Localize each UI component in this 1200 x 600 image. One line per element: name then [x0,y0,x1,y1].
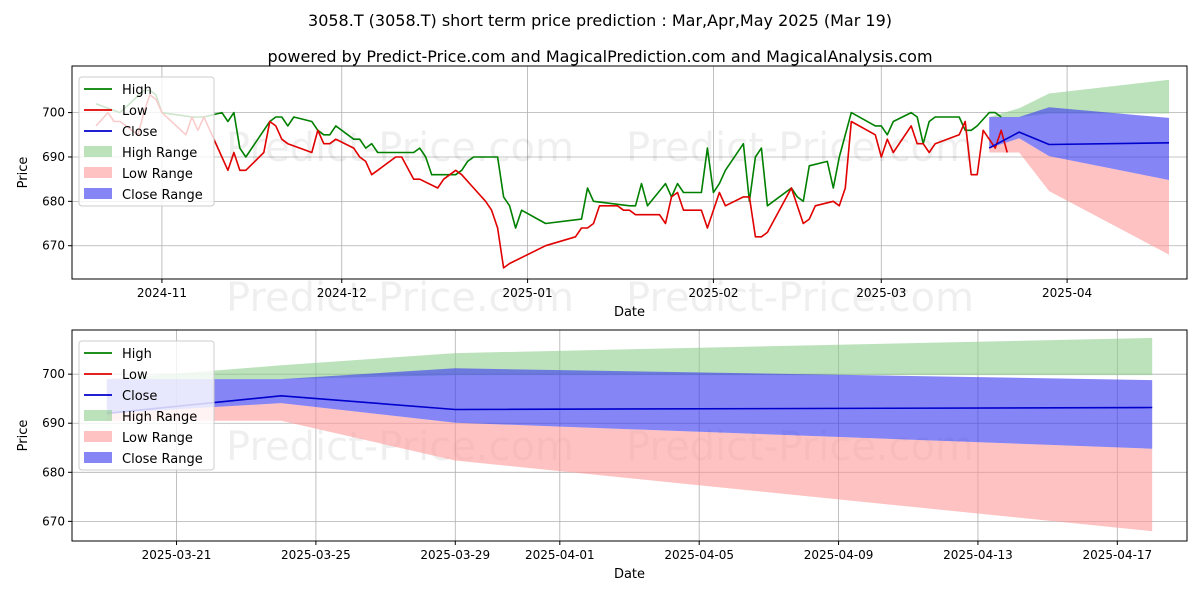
y-tick-label: 670 [42,239,65,253]
watermark-text: Predict-Price.com [226,125,574,171]
x-tick-label: 2025-04 [1042,286,1092,300]
watermark-text: Predict-Price.com [626,125,974,171]
legend-swatch-close-range [84,188,112,199]
legend-box [78,76,215,207]
high-range-band [989,79,1169,117]
x-tick-label: 2024-12 [317,286,367,300]
legend-swatch-high-range [84,146,112,157]
plot-frame [71,65,1188,280]
watermark-text: Predict-Price.com [626,275,974,321]
x-tick-label: 2025-04-17 [1082,548,1152,562]
legend-swatch-low-range [84,167,112,178]
plot-content [106,337,1153,532]
x-tick-label: 2025-04-05 [664,548,734,562]
y-tick-label: 690 [42,416,65,430]
legend-label: High Range [122,146,197,161]
legend-label: Low Range [122,167,193,182]
legend-label: Close Range [122,188,203,203]
legend-label: High Range [122,410,197,425]
y-tick-label: 690 [42,150,65,164]
x-tick-label: 2024-11 [137,286,187,300]
y-tick-label: 700 [42,367,65,381]
main-price-panel: Predict-Price.com Predict-Price.com Predic… [16,65,1188,321]
y-tick-label: 670 [42,514,65,528]
x-tick-label: 2025-03-21 [142,548,212,562]
y-tick-label: 700 [42,106,65,120]
legend-label: Low Range [122,431,193,446]
high-price-line [95,89,1002,229]
x-axis-label: Date [614,567,645,582]
y-axis-label: Price [16,157,31,189]
x-tick-label: 2025-04-01 [525,548,595,562]
chart-title: 3058.T (3058.T) short term price predict… [308,11,892,30]
plot-content [95,79,1170,269]
y-tick-label: 680 [42,465,65,479]
y-tick-label: 680 [42,194,65,208]
legend-swatch-low-range [84,431,112,442]
x-tick-label: 2025-03-29 [420,548,490,562]
plot-area [72,66,1187,279]
x-axis-label: Date [614,305,645,320]
legend-label: Close [122,389,157,404]
y-axis-label: Price [16,420,31,452]
x-tick-label: 2025-01 [503,286,553,300]
legend-label: Low [122,104,148,119]
high-range-band [106,337,1153,380]
legend-label: Close Range [122,452,203,467]
legend-swatch-high-range [84,410,112,421]
low-price-line [95,94,1008,269]
low-range-band [106,403,1153,532]
legend-label: Close [122,125,157,140]
legend-label: Low [122,368,148,383]
legend-label: High [122,83,152,98]
legend-label: High [122,347,152,362]
x-tick-label: 2025-04-13 [943,548,1013,562]
watermark-text: Predict-Price.com [226,275,574,321]
x-tick-label: 2025-02 [688,286,738,300]
low-range-band [989,138,1169,255]
x-tick-label: 2025-04-09 [804,548,874,562]
chart-subtitle: powered by Predict-Price.com and Magical… [267,47,932,66]
x-tick-label: 2025-03 [856,286,906,300]
legend-box [78,340,215,471]
prediction-zoom-panel: Predict-Price.comPredict-Price.com2025-0… [16,329,1188,582]
plot-frame [71,329,1188,542]
x-tick-label: 2025-03-25 [281,548,351,562]
close-price-line [988,131,1170,149]
legend-swatch-close-range [84,452,112,463]
